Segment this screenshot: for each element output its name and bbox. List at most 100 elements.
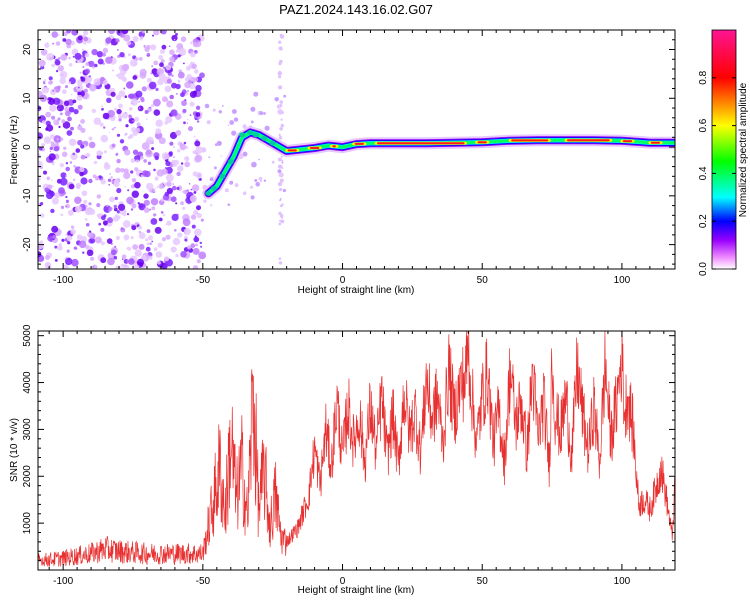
- noise-blob: [140, 156, 144, 160]
- noise-blob: [155, 251, 163, 258]
- noise-blob: [156, 185, 159, 188]
- noise-blob: [169, 179, 172, 182]
- noise-blob: [56, 70, 59, 73]
- noise-blob: [195, 105, 201, 111]
- noise-blob: [65, 233, 68, 236]
- colorbar-tick-label: 0.2: [698, 214, 709, 228]
- noise-blob: [52, 89, 55, 92]
- noise-blob: [165, 160, 171, 167]
- noise-speck: [210, 204, 213, 207]
- spectrogram-x-ticks: -100 -50 0 50 100: [48, 30, 665, 286]
- noise-blob: [82, 65, 85, 69]
- noise-blob: [94, 236, 102, 244]
- noise-blob: [88, 136, 93, 141]
- noise-speck: [218, 110, 222, 114]
- noise-blob: [159, 62, 164, 68]
- noise-blob: [115, 74, 119, 77]
- noise-blob: [124, 264, 127, 267]
- noise-blob: [166, 187, 173, 194]
- noise-blob: [90, 256, 95, 261]
- noise-blob: [169, 94, 174, 100]
- noise-blob: [194, 69, 199, 74]
- noise-blob: [85, 223, 90, 227]
- y-tick-label: 4000: [22, 371, 33, 394]
- noise-blob: [40, 49, 48, 56]
- noise-blob: [45, 191, 54, 200]
- noise-speck: [278, 222, 282, 226]
- noise-blob: [101, 105, 103, 107]
- snr-line-area: [38, 331, 675, 568]
- noise-blob: [160, 59, 165, 63]
- x-tick-label: 0: [340, 576, 346, 587]
- noise-blob: [59, 77, 66, 85]
- noise-blob: [140, 96, 145, 101]
- noise-blob: [132, 36, 139, 42]
- noise-blob: [200, 245, 203, 248]
- noise-blob: [41, 64, 44, 67]
- noise-blob: [165, 234, 171, 240]
- noise-speck: [271, 160, 275, 164]
- noise-blob: [84, 68, 91, 75]
- noise-blob: [96, 194, 102, 199]
- noise-blob: [139, 37, 143, 41]
- noise-blob: [186, 118, 189, 121]
- noise-speck: [277, 71, 282, 76]
- noise-blob: [111, 143, 116, 148]
- noise-blob: [154, 226, 162, 234]
- spectrogram-heatmap: [38, 30, 675, 269]
- noise-blob: [96, 203, 101, 208]
- noise-blob: [65, 38, 72, 46]
- noise-blob: [148, 255, 153, 260]
- noise-blob: [154, 187, 157, 189]
- noise-blob: [198, 251, 207, 260]
- noise-blob: [38, 177, 41, 181]
- noise-blob: [106, 166, 109, 168]
- noise-blob: [101, 107, 104, 111]
- noise-blob: [117, 54, 121, 58]
- noise-speck: [279, 219, 282, 222]
- noise-blob: [116, 215, 121, 220]
- noise-blob: [51, 225, 59, 233]
- noise-speck: [278, 40, 282, 44]
- figure-title: PAZ1.2024.143.16.02.G07: [279, 2, 433, 17]
- noise-blob: [180, 92, 185, 98]
- noise-blob: [41, 143, 45, 147]
- noise-blob: [60, 205, 65, 209]
- x-tick-label: -50: [196, 576, 211, 587]
- noise-blob: [151, 240, 153, 243]
- noise-blob: [146, 77, 152, 83]
- noise-blob: [54, 59, 61, 66]
- noise-blob: [124, 133, 127, 136]
- noise-blob: [130, 158, 136, 164]
- noise-blob: [57, 85, 61, 90]
- noise-blob: [195, 112, 201, 117]
- ridge-blob: [227, 159, 234, 165]
- noise-blob: [47, 97, 55, 106]
- noise-speck: [283, 94, 287, 98]
- noise-blob: [66, 249, 70, 253]
- noise-blob: [68, 106, 75, 113]
- noise-blob: [177, 79, 181, 83]
- noise-blob: [46, 87, 50, 91]
- noise-blob: [89, 84, 97, 92]
- noise-blob: [153, 213, 157, 217]
- noise-speck: [229, 120, 235, 125]
- noise-blob: [108, 132, 111, 134]
- noise-blob: [192, 265, 199, 269]
- noise-blob: [177, 165, 184, 172]
- noise-blob: [51, 63, 55, 68]
- noise-blob: [169, 56, 175, 62]
- noise-blob: [184, 81, 192, 89]
- noise-blob: [132, 75, 138, 80]
- noise-blob: [171, 185, 177, 191]
- noise-speck: [227, 203, 231, 206]
- noise-speck: [214, 143, 218, 147]
- noise-blob: [92, 265, 95, 268]
- noise-blob: [65, 195, 68, 199]
- noise-blob: [82, 251, 85, 254]
- noise-blob: [50, 179, 53, 182]
- noise-blob: [175, 130, 182, 136]
- noise-blob: [161, 44, 167, 50]
- noise-blob: [166, 99, 169, 102]
